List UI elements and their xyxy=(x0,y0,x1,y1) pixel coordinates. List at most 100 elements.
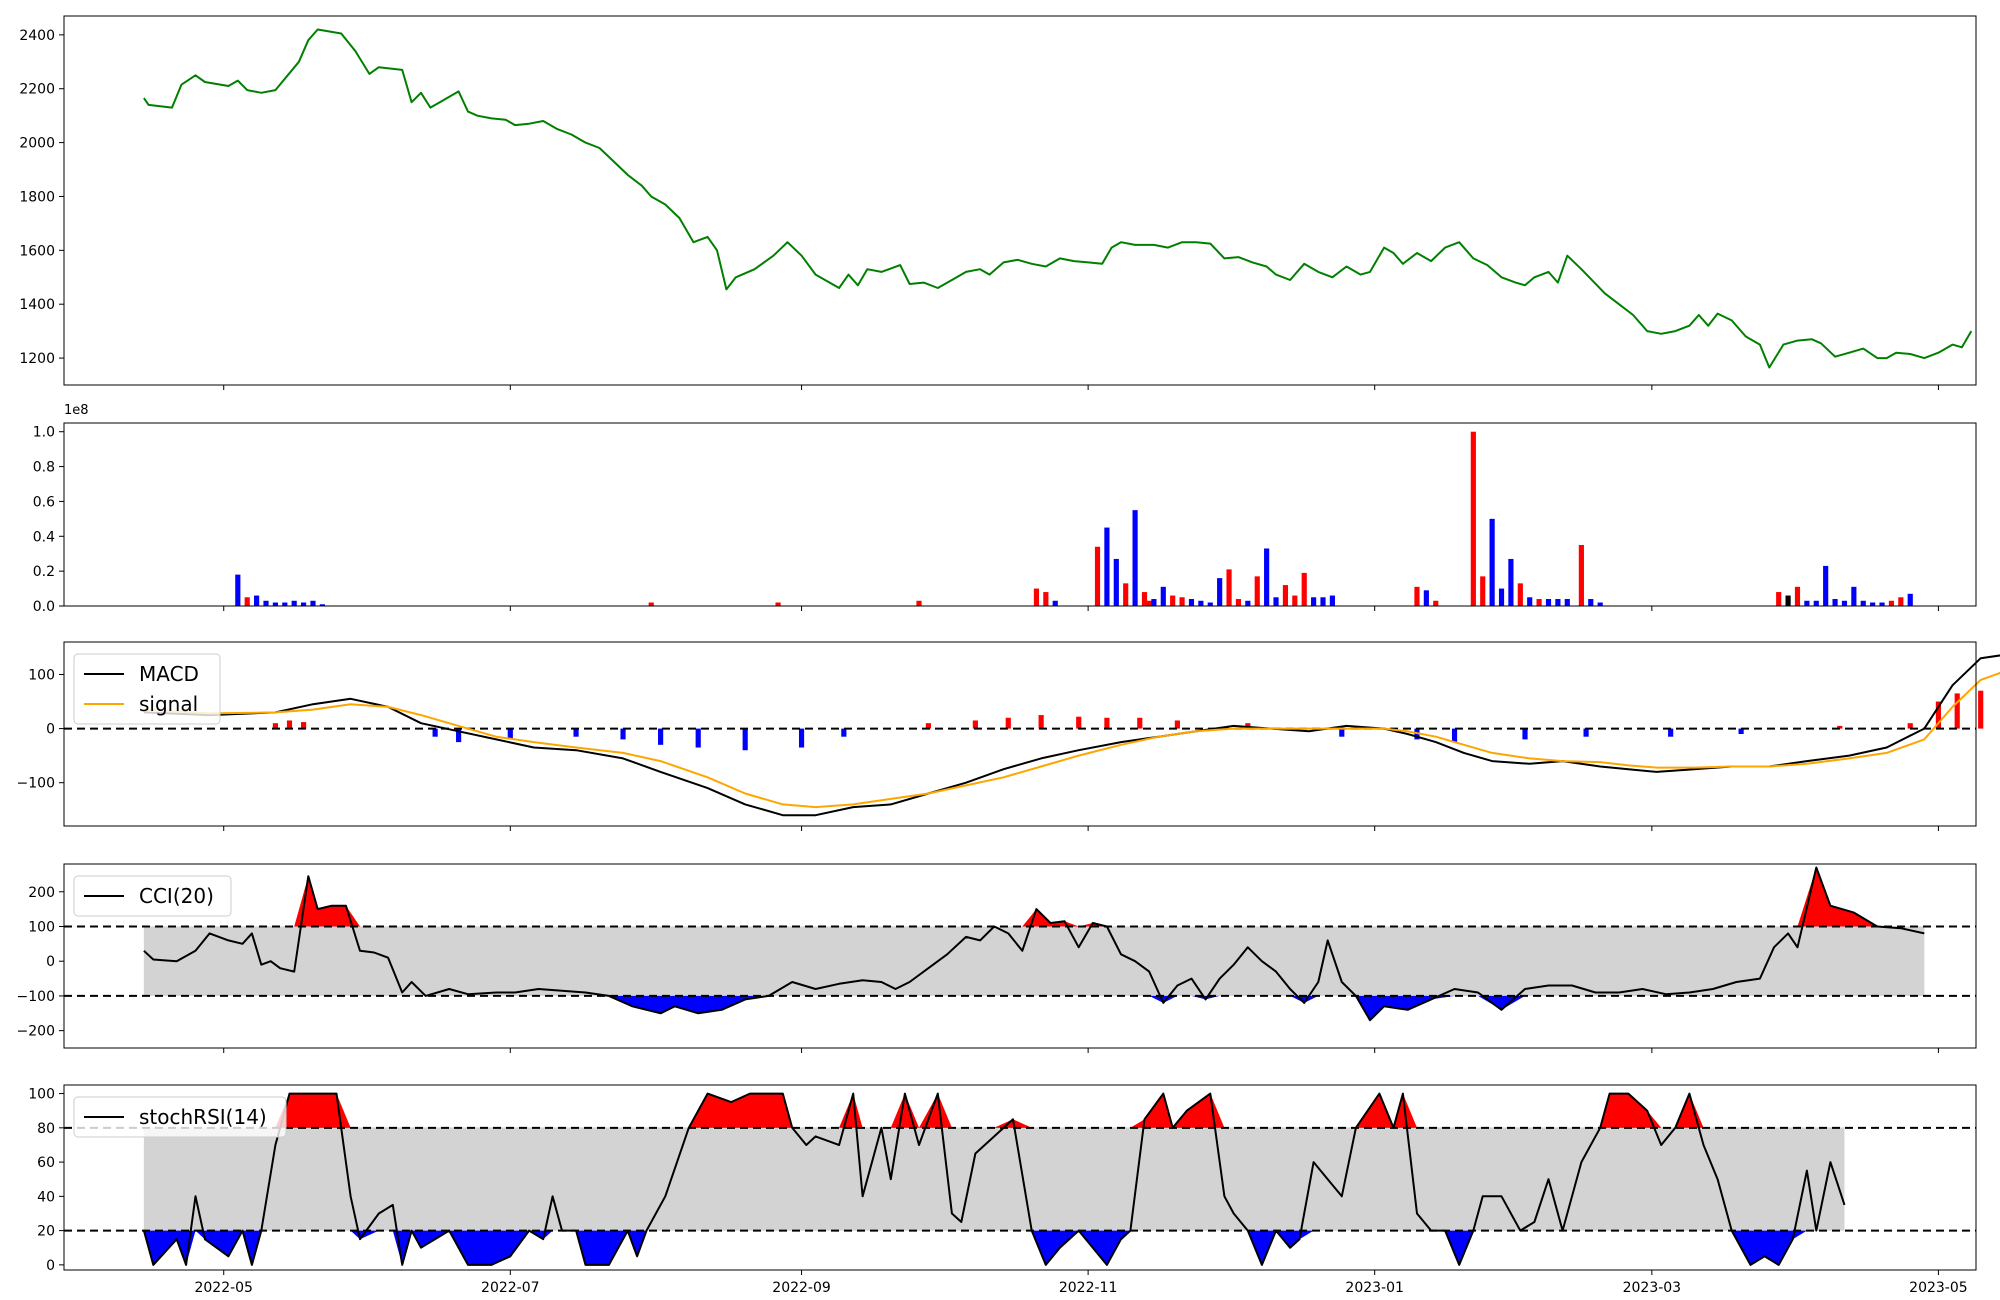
volume-bar xyxy=(775,602,781,606)
volume-bar xyxy=(301,602,307,606)
y-tick-label: −100 xyxy=(17,989,55,1005)
volume-bar xyxy=(1498,588,1505,606)
macd-histogram-bar xyxy=(798,728,805,748)
macd-histogram-bar xyxy=(925,723,931,729)
volume-bar xyxy=(272,602,278,606)
y-tick-label: 60 xyxy=(37,1155,55,1171)
macd-histogram-bar xyxy=(1583,728,1589,737)
axes-frame xyxy=(63,422,1977,607)
volume-bar xyxy=(1555,599,1561,606)
volume-bar xyxy=(1170,595,1176,606)
y-tick-label: 0.6 xyxy=(33,494,55,510)
x-tick-label: 2023-03 xyxy=(1623,1280,1682,1296)
stochrsi-panel: 0 20 40 60 80 100 stochRSI(14) xyxy=(28,1084,1977,1274)
macd-histogram-bar xyxy=(1978,690,1984,729)
volume-bar xyxy=(1888,600,1895,606)
x-tick-label: 2022-07 xyxy=(481,1280,540,1296)
volume-bar xyxy=(310,600,316,606)
volume-bar xyxy=(1033,588,1040,606)
overbought-fill xyxy=(143,1093,1845,1128)
macd-series-macd xyxy=(143,654,2000,817)
volume-bar xyxy=(1564,599,1570,606)
volume-bar xyxy=(1898,597,1904,606)
volume-bar xyxy=(1151,599,1157,606)
y-tick-label: 0 xyxy=(46,954,55,970)
volume-bar xyxy=(1292,595,1298,606)
macd-histogram-bar xyxy=(432,728,438,737)
macd-histogram-bar xyxy=(1245,723,1251,729)
volume-bar xyxy=(1433,600,1439,606)
macd-histogram-bar xyxy=(1451,728,1458,743)
y-tick-label: 200 xyxy=(28,885,55,901)
volume-bar xyxy=(1245,600,1251,606)
volume-bar xyxy=(1536,599,1542,606)
volume-bar xyxy=(254,595,260,606)
macd-histogram-bar xyxy=(1907,723,1913,729)
axes-frame xyxy=(63,641,1977,827)
volume-bar xyxy=(1235,599,1242,606)
macd-histogram-bar xyxy=(456,728,462,743)
macd-histogram-bar xyxy=(1104,717,1110,729)
legend-label: CCI(20) xyxy=(139,884,214,908)
macd-histogram-bar xyxy=(620,728,626,740)
volume-bar xyxy=(1160,586,1166,606)
volume-bar xyxy=(1527,597,1533,606)
y-tick-label: 1400 xyxy=(19,297,55,313)
volume-bar xyxy=(1860,600,1866,606)
y-tick-label: 0.8 xyxy=(33,460,55,476)
y-tick-label: 0.0 xyxy=(33,599,55,615)
volume-bar xyxy=(263,600,269,606)
volume-bar xyxy=(1423,590,1429,606)
legend-box xyxy=(73,653,221,725)
x-tick-label: 2022-09 xyxy=(772,1280,831,1296)
volume-bar xyxy=(1094,546,1101,606)
volume-bar xyxy=(1052,600,1058,606)
volume-bar xyxy=(1470,431,1476,606)
volume-bar xyxy=(1264,548,1270,606)
volume-bar xyxy=(1043,592,1049,606)
volume-bar xyxy=(235,574,241,606)
volume-bar xyxy=(1776,592,1782,606)
macd-histogram-bar xyxy=(658,728,664,745)
volume-bar xyxy=(1217,578,1223,606)
y-tick-label: 0 xyxy=(46,1258,55,1274)
y-tick-label: 100 xyxy=(28,919,55,935)
macd-histogram-bar xyxy=(507,728,513,740)
volume-bar xyxy=(1832,599,1838,606)
macd-histogram-bar xyxy=(1738,728,1744,734)
volume-bar xyxy=(291,600,297,606)
y-tick-label: 20 xyxy=(37,1224,55,1240)
volume-bar xyxy=(1597,602,1603,606)
y-tick-label: 100 xyxy=(28,1087,55,1103)
macd-histogram-bar xyxy=(301,722,307,729)
x-tick-label: 2023-01 xyxy=(1345,1280,1404,1296)
macd-histogram-bar xyxy=(1837,725,1843,729)
volume-bar xyxy=(1841,600,1848,606)
macd-histogram-bar xyxy=(286,720,293,729)
volume-bar xyxy=(282,602,288,606)
oscillator-line xyxy=(143,866,1925,1022)
volume-bar xyxy=(1146,600,1152,606)
macd-histogram-bar xyxy=(1174,720,1180,729)
macd-histogram-bar xyxy=(573,728,579,737)
macd-panel: −100 0 100 MACD signal xyxy=(17,641,2000,827)
y-tick-label: 2200 xyxy=(19,82,55,98)
legend-label: signal xyxy=(139,692,198,716)
volume-bar xyxy=(1545,599,1552,606)
volume-bar xyxy=(1578,545,1584,606)
volume-bar xyxy=(1123,583,1129,606)
y-tick-label: −100 xyxy=(17,776,55,792)
legend-box xyxy=(73,1096,287,1138)
y-tick-label: −200 xyxy=(17,1024,55,1040)
y-tick-label: 1.0 xyxy=(33,425,55,441)
volume-bar xyxy=(1508,558,1514,606)
price-line xyxy=(143,28,1973,369)
volume-bar xyxy=(1851,586,1857,606)
volume-bar xyxy=(1588,599,1594,606)
y-tick-label: 80 xyxy=(37,1121,55,1137)
macd-histogram-bar xyxy=(841,728,847,737)
macd-histogram-bar xyxy=(1935,701,1942,729)
volume-bar xyxy=(1870,602,1876,606)
